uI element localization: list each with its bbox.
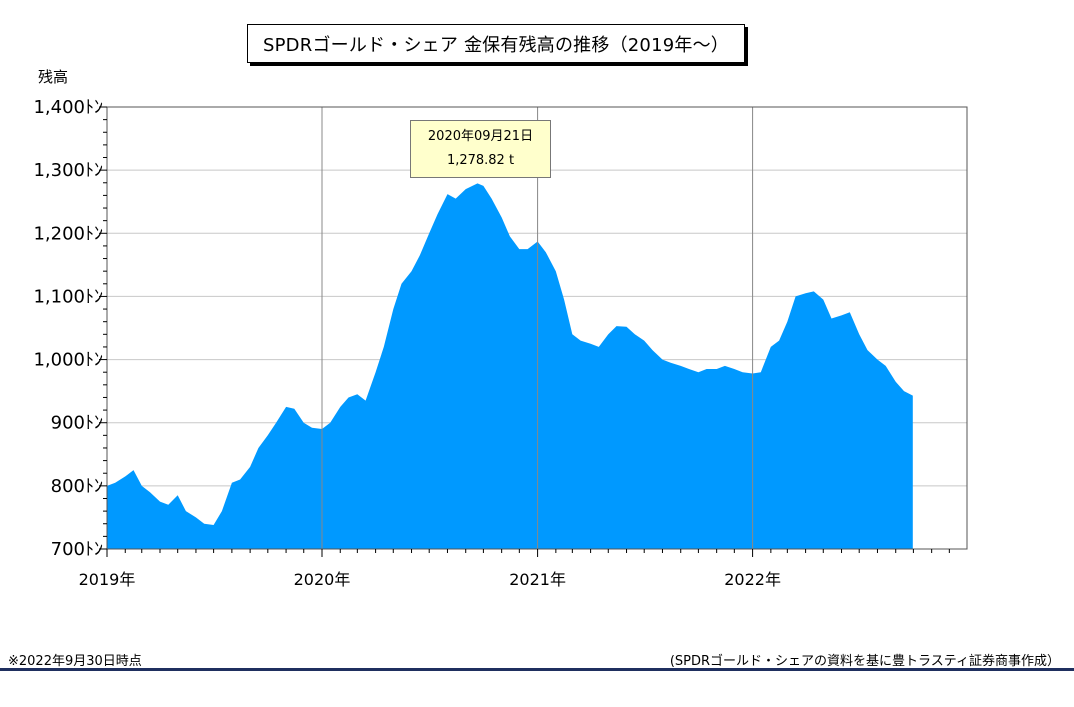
x-tick-label: 2019年 <box>79 570 136 589</box>
y-tick-label: 1,100ﾄﾝ <box>33 286 103 307</box>
y-axis-label: 残高 <box>38 68 69 86</box>
x-tick-label: 2021年 <box>509 570 566 589</box>
holdings-area <box>107 183 913 549</box>
y-tick-label: 800ﾄﾝ <box>51 476 103 497</box>
y-tick-label: 900ﾄﾝ <box>51 413 103 434</box>
plot-frame <box>106 106 968 550</box>
y-tick-label: 700ﾄﾝ <box>51 539 103 560</box>
y-tick-label: 1,200ﾄﾝ <box>33 223 103 244</box>
peak-tooltip: 2020年09月21日 1,278.82 t <box>410 120 551 178</box>
y-tick-label: 1,000ﾄﾝ <box>33 350 103 371</box>
y-tick-label: 1,300ﾄﾝ <box>33 160 103 181</box>
source-note: (SPDRゴールド・シェアの資料を基に豊トラスティ証券商事作成） <box>669 654 1060 669</box>
as-of-note: ※2022年9月30日時点 <box>8 654 142 669</box>
tooltip-date: 2020年09月21日 <box>427 129 534 144</box>
x-tick-label: 2022年 <box>724 570 781 589</box>
bottom-rule <box>0 668 1074 671</box>
tooltip-value: 1,278.82 t <box>446 153 515 168</box>
x-tick-label: 2020年 <box>294 570 351 589</box>
chart-title: SPDRゴールド・シェア 金保有残高の推移（2019年～） <box>247 24 745 63</box>
y-tick-label: 1,400ﾄﾝ <box>33 97 103 118</box>
